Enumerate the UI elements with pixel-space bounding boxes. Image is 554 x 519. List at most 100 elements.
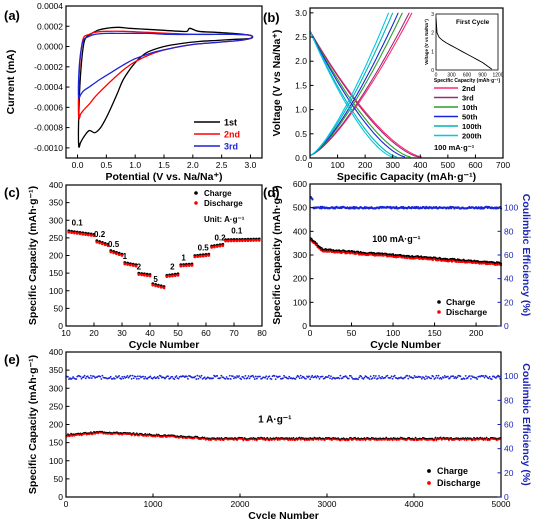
efficiency-point: [99, 375, 102, 378]
discharge-point: [391, 439, 394, 442]
discharge-point: [87, 233, 90, 237]
chart-b-xtick-label: 0: [308, 160, 313, 170]
efficiency-point: [413, 374, 416, 377]
discharge-point: [98, 241, 101, 245]
chart-a-ytick-label: -0.0010: [34, 143, 63, 153]
discharge-point: [134, 264, 138, 268]
legend-label-Discharge: Discharge: [437, 478, 481, 488]
legend-marker-Discharge: [427, 481, 431, 485]
chart-d-y2label: Coulimbic Efficiency (%): [520, 194, 532, 317]
efficiency-point: [330, 375, 332, 378]
efficiency-point: [248, 377, 251, 380]
discharge-point: [221, 244, 225, 248]
efficiency-point: [380, 377, 383, 380]
efficiency-point: [386, 374, 389, 377]
discharge-point: [106, 244, 110, 248]
chart-c-ytick-label: 400: [49, 180, 63, 190]
efficiency-point: [469, 377, 472, 380]
chart-d: 0 50 100 150 200 0 100 200 300 400 500 600 0 20 40 60 80…: [271, 179, 532, 351]
efficiency-point: [475, 376, 478, 379]
cv-curve-2nd: [77, 30, 253, 120]
efficiency-point: [287, 377, 290, 380]
discharge-point: [176, 273, 180, 277]
efficiency-point: [274, 378, 277, 381]
efficiency-point: [302, 376, 305, 379]
discharge-point: [433, 439, 436, 442]
chart-a-ytick-label: -0.0002: [34, 62, 63, 72]
efficiency-point: [283, 374, 285, 377]
efficiency-point: [341, 377, 344, 380]
chart-c-xtick-label: 10: [61, 328, 71, 338]
efficiency-point: [426, 377, 428, 380]
chart-d-xtick-label: 0: [308, 328, 313, 338]
discharge-point: [173, 274, 177, 277]
legend-marker-Discharge: [437, 310, 441, 314]
discharge-point: [308, 439, 310, 442]
discharge-point: [145, 274, 149, 277]
efficiency-point: [349, 374, 352, 377]
discharge-point: [154, 435, 157, 438]
efficiency-point: [282, 377, 284, 380]
discharge-point: [291, 439, 294, 442]
discharge-point: [103, 243, 107, 247]
efficiency-point: [471, 375, 473, 378]
legend-label-Discharge: Discharge: [446, 307, 487, 317]
efficiency-point: [345, 376, 348, 379]
chart-d-xtick-label: 100: [386, 328, 400, 338]
efficiency-point: [360, 375, 363, 378]
efficiency-point: [243, 377, 246, 380]
efficiency-point: [317, 375, 320, 378]
legend-label-Discharge: Discharge: [204, 199, 243, 208]
efficiency-point: [464, 374, 467, 377]
cv-curve-3rd: [77, 32, 253, 99]
discharge-point: [159, 285, 163, 289]
chart-c-ytick-label: 350: [49, 198, 63, 208]
chart-c-ytick-label: 50: [54, 303, 64, 313]
chart-a-ytick-label: 0.0002: [37, 21, 63, 31]
efficiency-point: [315, 376, 318, 379]
discharge-point: [323, 439, 326, 442]
efficiency-point: [75, 378, 78, 380]
discharge-point: [246, 239, 250, 242]
efficiency-point: [459, 375, 462, 378]
chart-e-xtick-label: 1000: [144, 499, 163, 509]
chart-c-xtick-label: 40: [145, 328, 155, 338]
efficiency-point: [311, 374, 314, 377]
discharge-point: [140, 273, 144, 277]
chart-e-y2tick-label: 0: [504, 492, 509, 502]
efficiency-point: [82, 376, 85, 378]
efficiency-point: [423, 376, 425, 379]
efficiency-point: [328, 374, 330, 377]
efficiency-point: [175, 375, 178, 377]
efficiency-point: [159, 375, 162, 378]
discharge-point: [165, 275, 169, 279]
discharge-point: [101, 242, 104, 246]
chart-a-ytick-label: 0.0004: [37, 1, 63, 11]
chart-d-ytick-label: 100: [293, 297, 307, 307]
efficiency-point: [294, 378, 297, 380]
efficiency-point: [219, 377, 222, 379]
discharge-curve-50th: [309, 30, 406, 158]
chart-a-ytick-label: -0.0006: [34, 102, 63, 112]
efficiency-point: [228, 374, 231, 377]
efficiency-point: [393, 374, 396, 377]
efficiency-point: [233, 377, 235, 380]
charge-curve-50th: [309, 12, 399, 157]
chart-e-ytick-label: 150: [49, 438, 63, 448]
efficiency-point: [378, 374, 380, 377]
efficiency-point: [391, 377, 394, 380]
chart-b-ytick-label: 2.0: [295, 56, 307, 66]
discharge-point: [129, 263, 132, 267]
discharge-point: [472, 439, 474, 441]
discharge-point: [137, 273, 141, 276]
panel-label-e: (e): [4, 352, 20, 367]
chart-e-xtick-label: 2000: [231, 499, 250, 509]
discharge-point: [154, 284, 158, 288]
efficiency-point: [153, 376, 156, 378]
rate-label: 0.1: [231, 227, 243, 236]
rate-label: 2: [170, 263, 175, 272]
discharge-point: [435, 439, 438, 442]
discharge-point: [252, 239, 256, 242]
panel-label-c: (c): [4, 185, 20, 200]
discharge-point: [235, 239, 239, 243]
